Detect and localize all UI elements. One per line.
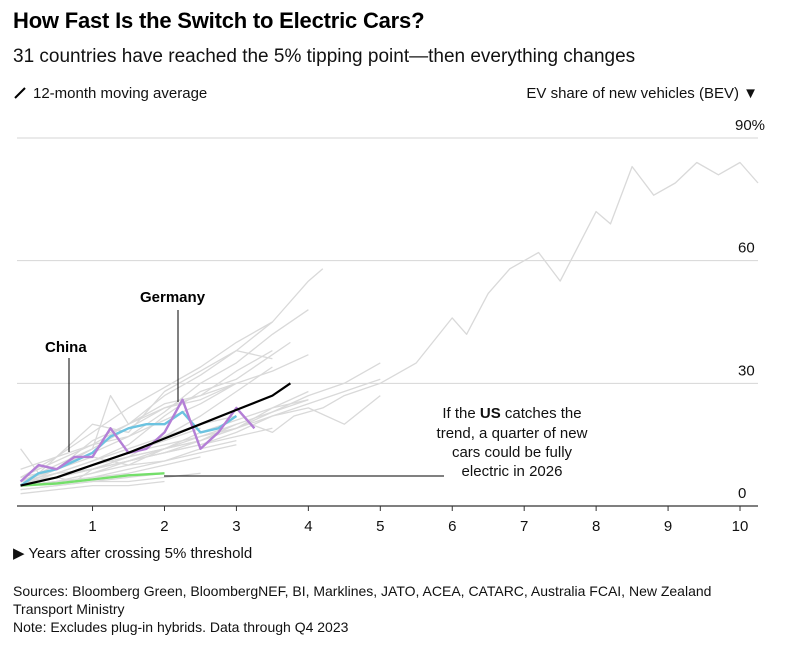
us-annotation-country: US xyxy=(480,405,501,422)
note-text: Note: Excludes plug-in hybrids. Data thr… xyxy=(13,619,349,635)
x-tick-label-10: 10 xyxy=(732,518,749,535)
x-tick-label-3: 3 xyxy=(232,518,240,535)
y-tick-label-0: 0 xyxy=(738,485,746,502)
series-line-norway xyxy=(250,161,759,434)
us-annotation-line-3: cars could be fully xyxy=(452,444,573,461)
slash-line-icon xyxy=(14,87,26,99)
series-line-us xyxy=(20,472,165,487)
series-line-average-trend xyxy=(20,382,292,487)
annotations: China Germany If the US catches the trend, … xyxy=(45,289,588,480)
series-line-germany xyxy=(19,398,256,483)
chart-subtitle: 31 countries have reached the 5% tipping… xyxy=(13,46,636,67)
sources-text: Sources: Bloomberg Green, BloombergNEF, … xyxy=(13,583,712,617)
series-line-country-x xyxy=(20,382,237,474)
series-line-country-r xyxy=(20,472,201,491)
series-line-country-b xyxy=(20,321,273,478)
other-country-lines xyxy=(20,161,759,495)
series-line-country-e xyxy=(20,349,273,470)
y-tick-label-60: 60 xyxy=(738,240,755,257)
x-tick-label-1: 1 xyxy=(88,518,96,535)
germany-label: Germany xyxy=(140,289,206,306)
series-line-country-s xyxy=(20,480,165,495)
china-label: China xyxy=(45,339,87,356)
series-line-country-i xyxy=(20,378,381,483)
us-annotation-suffix: catches the xyxy=(501,405,582,422)
x-axis-title: ▶ Years after crossing 5% threshold xyxy=(13,545,253,562)
us-annotation-line-4: electric in 2026 xyxy=(462,463,563,480)
moving-average-legend: 12-month moving average xyxy=(13,85,207,102)
y-axis-title: EV share of new vehicles (BEV) ▼ xyxy=(526,85,758,102)
x-tick-label-5: 5 xyxy=(376,518,384,535)
series-line-country-v xyxy=(20,354,309,478)
grid-lines xyxy=(17,137,758,384)
series-line-country-a xyxy=(20,268,324,483)
y-tick-label-30: 30 xyxy=(738,362,755,379)
axes: 0 30 60 90% 1 2 3 4 5 6 7 8 9 10 xyxy=(17,117,765,535)
x-tick-label-7: 7 xyxy=(520,518,528,535)
x-tick-label-4: 4 xyxy=(304,518,312,535)
x-tick-label-2: 2 xyxy=(160,518,168,535)
us-annotation-line-1: If the US catches the xyxy=(442,405,581,422)
sources-footer: Sources: Bloomberg Green, BloombergNEF, … xyxy=(13,582,773,636)
series-line-country-z xyxy=(20,399,309,483)
x-tick-label-9: 9 xyxy=(664,518,672,535)
highlight-lines xyxy=(19,382,292,487)
moving-average-label: 12-month moving average xyxy=(33,85,208,102)
us-annotation-prefix: If the xyxy=(442,405,480,422)
x-tick-label-8: 8 xyxy=(592,518,600,535)
us-annotation-line-2: trend, a quarter of new xyxy=(437,425,588,442)
x-tick-label-6: 6 xyxy=(448,518,456,535)
series-line-country-t xyxy=(20,415,237,483)
series-line-country-p xyxy=(20,456,201,487)
y-tick-label-90: 90% xyxy=(735,117,765,134)
chart-title: How Fast Is the Switch to Electric Cars? xyxy=(13,8,425,33)
